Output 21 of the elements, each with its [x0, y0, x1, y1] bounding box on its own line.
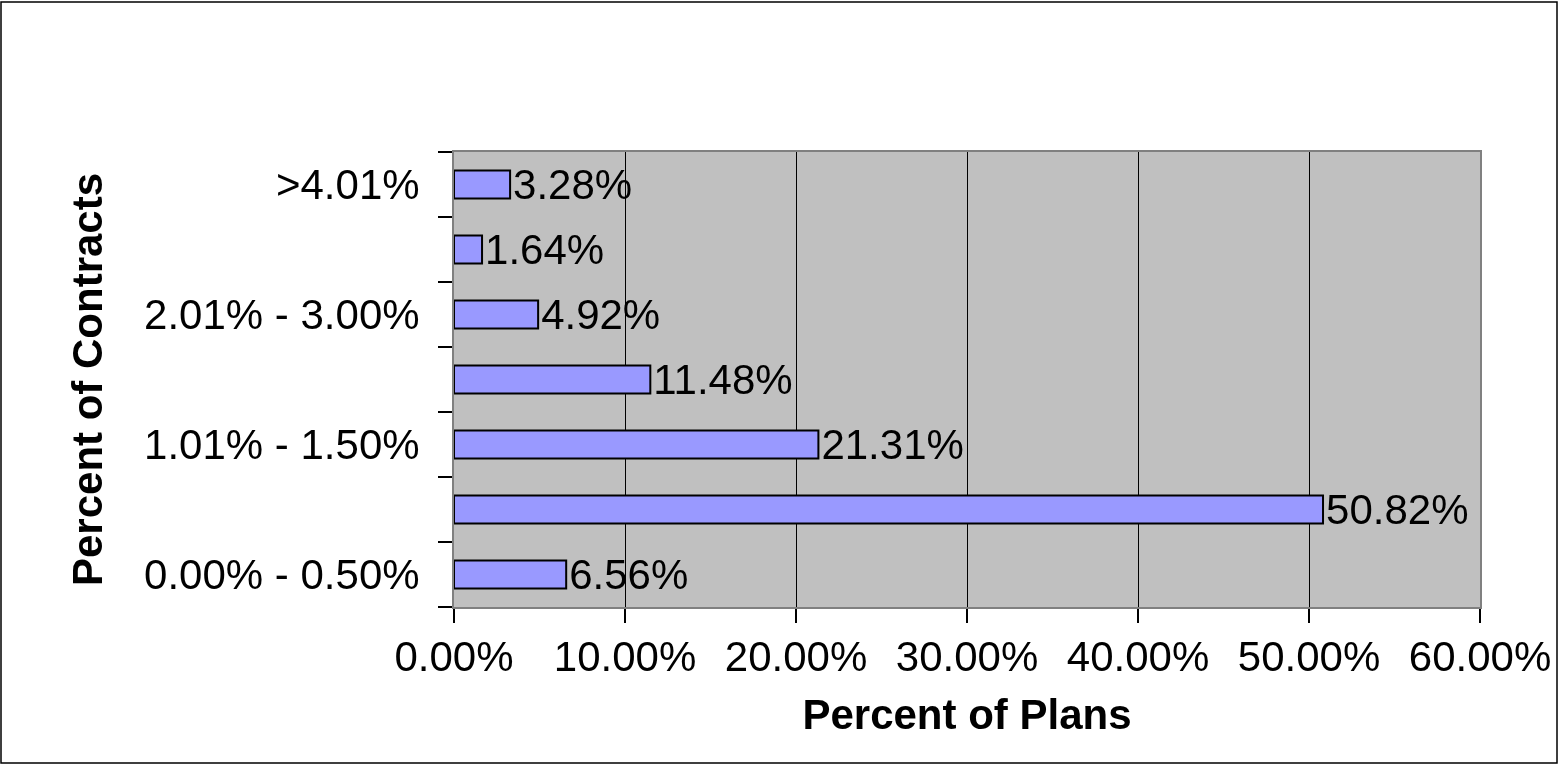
- data-label: 11.48%: [653, 356, 793, 404]
- y-tick-label: 2.01% - 3.00%: [144, 291, 420, 339]
- x-tick-label: 50.00%: [1237, 633, 1381, 681]
- x-tick-label: 10.00%: [553, 633, 697, 681]
- x-axis-title: Percent of Plans: [802, 690, 1132, 738]
- x-tick-label: 60.00%: [1408, 633, 1552, 681]
- x-tick-label: 40.00%: [1066, 633, 1210, 681]
- y-tick-label: 0.00% - 0.50%: [144, 551, 420, 599]
- data-label: 21.31%: [821, 420, 964, 468]
- x-tick-label: 0.00%: [394, 633, 514, 681]
- data-label: 50.82%: [1326, 486, 1469, 534]
- data-label: 1.64%: [485, 226, 605, 274]
- bar: [454, 299, 540, 330]
- bar: [454, 234, 484, 265]
- x-tick-label: 30.00%: [895, 633, 1039, 681]
- bar: [454, 559, 568, 590]
- x-tick-label: 20.00%: [724, 633, 868, 681]
- y-tick-label: 1.01% - 1.50%: [144, 421, 420, 469]
- y-axis-title: Percent of Contracts: [64, 172, 112, 587]
- y-tick-label: >4.01%: [275, 161, 420, 209]
- bar: [454, 169, 512, 200]
